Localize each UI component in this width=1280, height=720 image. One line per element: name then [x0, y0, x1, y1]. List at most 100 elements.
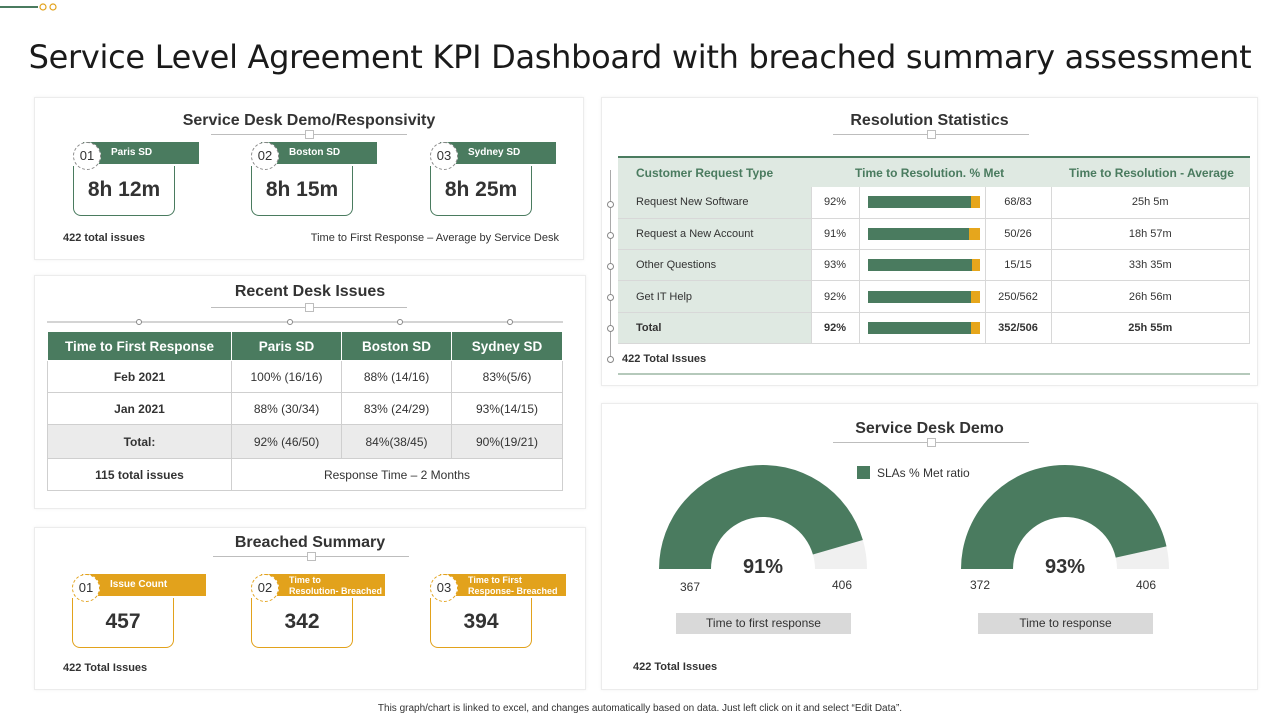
kpi-number: 02 — [251, 142, 279, 170]
met-bar-fill — [867, 290, 971, 303]
kpi-card-paris: Paris SD 8h 12m 01 — [73, 142, 199, 220]
panel-title: Breached Summary — [234, 534, 386, 551]
gauge-right-label: 406 — [832, 578, 853, 592]
title-divider — [833, 438, 1029, 447]
table-row-total: Total: 92% (46/50) 84%(38/45) 90%(19/21) — [47, 424, 563, 459]
met-bar — [867, 290, 980, 303]
breached-summary-panel: Breached Summary Issue Count 457 01 Time… — [34, 527, 586, 690]
kpi-badge: Paris SD — [83, 142, 199, 164]
met-bar-fill — [867, 227, 970, 240]
kpi-badge: Issue Count — [82, 574, 206, 596]
request-type: Request a New Account — [618, 218, 812, 251]
title-divider — [833, 130, 1029, 139]
gauge-caption: Time to response — [978, 613, 1153, 634]
kpi-card-sydney: Sydney SD 8h 25m 03 — [430, 142, 556, 220]
table-row: Get IT Help 92% 250/562 26h 56m — [618, 280, 1250, 313]
met-percent: 92% — [811, 312, 860, 344]
responsivity-panel: Service Desk Demo/Responsivity Paris SD … — [34, 97, 584, 260]
gauge-value: 93% — [1045, 556, 1086, 578]
table-cell: 115 total issues — [47, 458, 232, 491]
met-bar-cell — [859, 280, 986, 313]
kpi-value: 342 — [251, 598, 353, 648]
met-bar — [867, 196, 980, 209]
responsivity-note: Time to First Response – Average by Serv… — [310, 232, 559, 244]
table-cell: Response Time – 2 Months — [231, 458, 563, 491]
column-header: Customer Request Type — [618, 156, 811, 187]
kpi-badge: Sydney SD — [440, 142, 556, 164]
kpi-value: 8h 15m — [251, 166, 353, 216]
average-time: 25h 55m — [1051, 312, 1250, 344]
average-time: 33h 35m — [1051, 249, 1250, 282]
met-bar-cell — [859, 187, 986, 219]
column-marker-line — [47, 319, 563, 325]
met-ratio: 50/26 — [985, 218, 1052, 251]
table-cell: 83% (24/29) — [341, 392, 452, 425]
met-percent: 92% — [811, 187, 860, 219]
total-issues: 422 total issues — [63, 232, 145, 244]
panel-title: Recent Desk Issues — [234, 283, 386, 300]
met-bar — [867, 227, 980, 240]
column-header: Sydney SD — [451, 331, 563, 361]
kpi-badge: Time to First Response- Breached — [440, 574, 566, 596]
table-header-row: Customer Request Type Time to Resolution… — [618, 156, 1250, 187]
request-type: Request New Software — [618, 187, 812, 219]
request-type: Get IT Help — [618, 280, 812, 313]
kpi-card-first-response-breached: Time to First Response- Breached 394 03 — [430, 574, 566, 652]
gauge-response — [961, 464, 1169, 569]
table-row: Request New Software 92% 68/83 25h 5m — [618, 187, 1250, 219]
met-percent: 92% — [811, 280, 860, 313]
kpi-card-boston: Boston SD 8h 15m 02 — [251, 142, 377, 220]
gauge-arc-met — [659, 464, 863, 569]
column-header: Time to Resolution. % Met — [811, 156, 1051, 187]
table-row: Other Questions 93% 15/15 33h 35m — [618, 249, 1250, 282]
timeline-dot — [607, 356, 614, 363]
kpi-value: 457 — [72, 598, 174, 648]
met-bar-fill — [867, 259, 972, 272]
met-percent: 93% — [811, 249, 860, 282]
met-percent: 91% — [811, 218, 860, 251]
met-ratio: 15/15 — [985, 249, 1052, 282]
total-issues: 422 Total Issues — [633, 661, 718, 673]
table-footer-row: 115 total issues Response Time – 2 Month… — [47, 458, 563, 491]
met-ratio: 250/562 — [985, 280, 1052, 313]
met-ratio: 68/83 — [985, 187, 1052, 219]
corner-decoration — [0, 3, 57, 11]
timeline-dot — [607, 263, 614, 270]
kpi-value: 8h 25m — [430, 166, 532, 216]
average-time: 18h 57m — [1051, 218, 1250, 251]
panel-title: Service Desk Demo/Responsivity — [182, 112, 436, 129]
total-issues: 422 Total Issues — [618, 343, 1250, 376]
resolution-table: Customer Request Type Time to Resolution… — [618, 156, 1250, 376]
timeline-dot — [607, 325, 614, 332]
table-cell: 93%(14/15) — [451, 392, 563, 425]
request-type: Total — [618, 312, 812, 344]
table-cell: 88% (14/16) — [341, 360, 452, 393]
table-cell: 100% (16/16) — [231, 360, 342, 393]
table-row: Request a New Account 91% 50/26 18h 57m — [618, 218, 1250, 251]
gauge-track — [1115, 546, 1169, 569]
average-time: 25h 5m — [1051, 187, 1250, 219]
timeline-dot — [607, 294, 614, 301]
kpi-number: 02 — [251, 574, 279, 602]
met-bar-cell — [859, 249, 986, 282]
page-title: Service Level Agreement KPI Dashboard wi… — [28, 38, 1252, 76]
met-bar — [867, 321, 980, 334]
average-time: 26h 56m — [1051, 280, 1250, 313]
kpi-number: 03 — [430, 142, 458, 170]
footer-note: This graph/chart is linked to excel, and… — [377, 703, 903, 714]
timeline-dot — [607, 201, 614, 208]
table-footer-row: 422 Total Issues — [618, 343, 1250, 376]
column-header: Boston SD — [341, 331, 452, 361]
timeline-dot — [607, 232, 614, 239]
legend-swatch — [857, 466, 870, 479]
request-type: Other Questions — [618, 249, 812, 282]
table-cell: 83%(5/6) — [451, 360, 563, 393]
kpi-badge: Boston SD — [261, 142, 377, 164]
kpi-card-resolution-breached: Time to Resolution- Breached 342 02 — [251, 574, 385, 652]
legend-label: SLAs % Met ratio — [877, 466, 970, 480]
table-row: Feb 2021 100% (16/16) 88% (14/16) 83%(5/… — [47, 360, 563, 393]
column-header: Paris SD — [231, 331, 342, 361]
title-divider — [213, 552, 409, 561]
table-cell: 90%(19/21) — [451, 424, 563, 459]
gauge-arc-met — [961, 464, 1167, 569]
